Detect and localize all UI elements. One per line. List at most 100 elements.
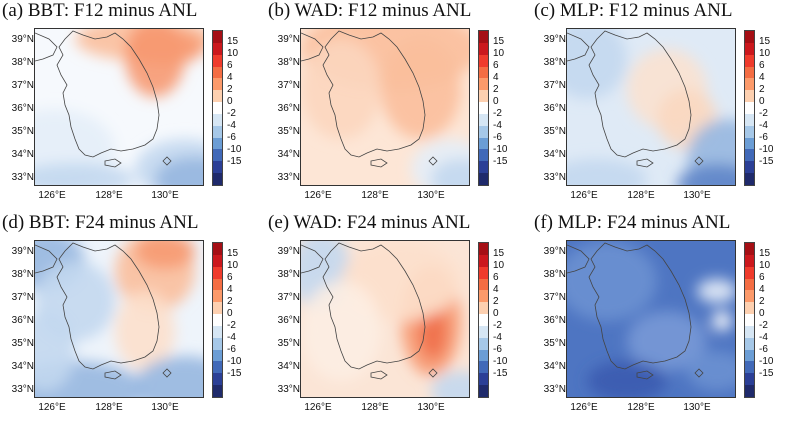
longitude-label: 128°E bbox=[95, 402, 123, 413]
latitude-label: 39°N bbox=[543, 246, 566, 257]
latitude-label: 35°N bbox=[277, 126, 300, 137]
colorbar-swatch bbox=[745, 137, 754, 150]
colorbar-tick-label: 6 bbox=[493, 60, 499, 71]
colorbar-tick-label: -6 bbox=[759, 132, 768, 143]
colorbar-swatch bbox=[479, 349, 488, 362]
map-area bbox=[300, 240, 470, 398]
latitude-label: 33°N bbox=[543, 172, 566, 183]
coastline bbox=[322, 30, 426, 158]
colorbar-tick-label: 6 bbox=[227, 60, 233, 71]
difference-field bbox=[567, 29, 735, 185]
colorbar-swatch bbox=[213, 90, 222, 103]
map-area bbox=[566, 240, 736, 398]
colorbar-swatch bbox=[745, 149, 754, 162]
colorbar-tick-label: 2 bbox=[493, 84, 499, 95]
latitude-label: 37°N bbox=[543, 292, 566, 303]
colorbar-swatch bbox=[479, 31, 488, 43]
colorbar-swatch bbox=[213, 125, 222, 138]
colorbar-swatch bbox=[479, 290, 488, 303]
coastline bbox=[56, 30, 160, 158]
colorbar-tick-label: 0 bbox=[227, 308, 233, 319]
colorbar-swatch bbox=[479, 337, 488, 350]
colorbar-swatch bbox=[213, 290, 222, 303]
field-region bbox=[135, 356, 203, 397]
colorbar-tick-label: -4 bbox=[227, 332, 236, 343]
latitude-label: 35°N bbox=[11, 126, 34, 137]
longitude-label: 126°E bbox=[38, 402, 66, 413]
colorbar-tick-label: -15 bbox=[759, 156, 774, 167]
map-panel-d: (d) BBT: F24 minus ANL 39°N 38°N 37°N 36°N 35… bbox=[0, 212, 266, 424]
colorbar-swatch bbox=[479, 173, 488, 185]
coastline bbox=[322, 242, 426, 370]
longitude-label: 130°E bbox=[683, 402, 711, 413]
colorbar-swatch bbox=[479, 90, 488, 103]
field-region bbox=[431, 371, 469, 397]
colorbar-tick-label: 0 bbox=[759, 96, 765, 107]
latitude-label: 36°N bbox=[277, 315, 300, 326]
longitude-label: 130°E bbox=[417, 190, 445, 201]
latitude-label: 34°N bbox=[543, 361, 566, 372]
colorbar-swatch bbox=[745, 314, 754, 326]
colorbar-swatch bbox=[745, 349, 754, 362]
colorbar-tick-label: -4 bbox=[759, 120, 768, 131]
colorbar-tick-label: 10 bbox=[759, 48, 771, 59]
colorbar-tick-label: 0 bbox=[227, 96, 233, 107]
colorbar-swatch bbox=[213, 31, 222, 43]
latitude-label: 33°N bbox=[277, 172, 300, 183]
colorbar-tick-label: 10 bbox=[493, 260, 505, 271]
colorbar-tick-label: 0 bbox=[759, 308, 765, 319]
colorbar-tick-label: 4 bbox=[493, 284, 499, 295]
colorbar-tick-label: 6 bbox=[493, 272, 499, 283]
colorbar-swatch bbox=[213, 349, 222, 362]
latitude-label: 34°N bbox=[543, 149, 566, 160]
panel-title: (b) WAD: F12 minus ANL bbox=[268, 0, 472, 21]
colorbar-tick-label: 0 bbox=[493, 96, 499, 107]
colorbar-tick-label: -4 bbox=[493, 332, 502, 343]
latitude-label: 39°N bbox=[277, 246, 300, 257]
latitude-label: 34°N bbox=[11, 361, 34, 372]
colorbar-swatch bbox=[213, 361, 222, 374]
longitude-label: 130°E bbox=[151, 190, 179, 201]
panel-title: (f) MLP: F24 minus ANL bbox=[534, 212, 731, 233]
field-region bbox=[627, 311, 707, 371]
difference-field bbox=[35, 29, 203, 185]
panel-title: (d) BBT: F24 minus ANL bbox=[2, 212, 199, 233]
colorbar-tick-label: -10 bbox=[227, 356, 242, 367]
colorbar-swatch bbox=[479, 254, 488, 267]
latitude-label: 39°N bbox=[11, 246, 34, 257]
colorbar-swatch bbox=[213, 337, 222, 350]
longitude-label: 128°E bbox=[95, 190, 123, 201]
colorbar-swatch bbox=[479, 266, 488, 279]
map-panel-c: (c) MLP: F12 minus ANL 39°N 38°N 37°N 36°N 35… bbox=[532, 0, 798, 212]
colorbar-tick-label: -15 bbox=[227, 368, 242, 379]
latitude-label: 38°N bbox=[543, 269, 566, 280]
colorbar-tick-label: -2 bbox=[493, 108, 502, 119]
colorbar-swatch bbox=[745, 161, 754, 174]
colorbar-tick-label: -2 bbox=[759, 320, 768, 331]
colorbar-swatch bbox=[745, 361, 754, 374]
map-panel-b: (b) WAD: F12 minus ANL 39°N 38°N 37°N 36°N 35… bbox=[266, 0, 532, 212]
longitude-label: 126°E bbox=[570, 402, 598, 413]
colorbar-swatch bbox=[745, 102, 754, 114]
colorbar-tick-label: -15 bbox=[493, 368, 508, 379]
field-region bbox=[431, 159, 469, 185]
colorbar-swatch bbox=[213, 302, 222, 315]
field-region bbox=[567, 29, 627, 99]
field-region bbox=[301, 39, 381, 139]
colorbar-swatch bbox=[745, 66, 754, 79]
longitude-label: 128°E bbox=[627, 190, 655, 201]
latitude-label: 39°N bbox=[543, 34, 566, 45]
colorbar-tick-label: 0 bbox=[493, 308, 499, 319]
colorbar-swatch bbox=[213, 385, 222, 397]
colorbar-tick-label: -4 bbox=[227, 120, 236, 131]
colorbar-swatch bbox=[479, 78, 488, 91]
longitude-label: 126°E bbox=[38, 190, 66, 201]
colorbar-tick-label: 2 bbox=[493, 296, 499, 307]
colorbar-swatch bbox=[213, 243, 222, 255]
latitude-label: 33°N bbox=[543, 384, 566, 395]
longitude-label: 130°E bbox=[417, 402, 445, 413]
colorbar-swatch bbox=[745, 78, 754, 91]
map-area bbox=[34, 28, 204, 186]
field-region bbox=[567, 241, 657, 321]
colorbar-swatch bbox=[745, 325, 754, 338]
